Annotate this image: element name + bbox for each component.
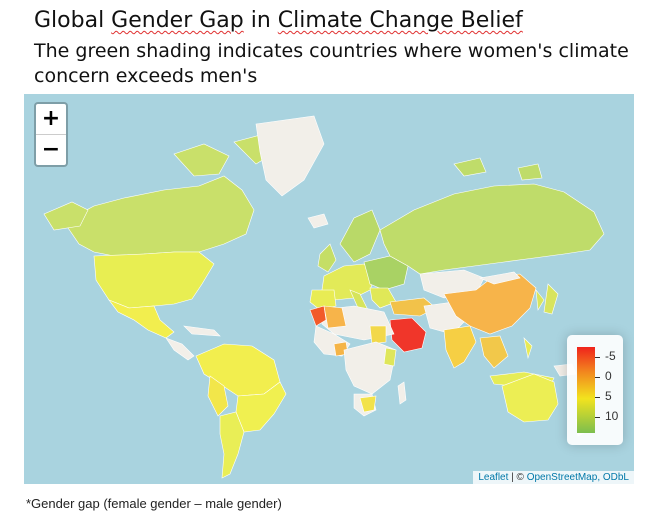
central-america xyxy=(165,337,195,361)
canada-region xyxy=(63,175,255,257)
footnote: *Gender gap (female gender – male gender… xyxy=(26,496,282,511)
odbl-link[interactable]: , ODbL xyxy=(597,472,629,483)
ethiopia-region xyxy=(369,325,387,345)
color-legend: -5 0 5 10 xyxy=(567,335,623,445)
title-part: Gender Gap xyxy=(111,8,244,33)
kenya-region xyxy=(383,347,397,367)
algeria-region xyxy=(323,305,347,329)
legend-tick-label: -5 xyxy=(605,349,616,363)
chart-title: Global Gender Gap in Climate Change Beli… xyxy=(34,8,523,33)
legend-tick-mark xyxy=(595,417,600,418)
madagascar-region xyxy=(397,381,407,405)
alaska-region xyxy=(43,201,89,231)
peru-region xyxy=(207,375,229,417)
map-container[interactable]: + − -5 0 5 10 Leaflet | © OpenStreetMap,… xyxy=(24,94,634,484)
usa-region xyxy=(93,251,215,309)
india-region xyxy=(443,325,477,369)
caribbean xyxy=(183,325,221,337)
scandinavia-region xyxy=(339,209,381,263)
leaflet-link[interactable]: Leaflet xyxy=(478,472,509,483)
south-africa-region xyxy=(359,395,377,413)
zoom-control: + − xyxy=(34,102,68,167)
chart-subtitle: The green shading indicates countries wh… xyxy=(34,40,629,87)
legend-tick-label: 10 xyxy=(605,409,619,423)
saudi-region xyxy=(389,317,427,353)
legend-tick-mark xyxy=(595,377,600,378)
zoom-out-button[interactable]: − xyxy=(36,134,66,165)
southeast-asia xyxy=(479,335,509,369)
osm-link[interactable]: OpenStreetMap xyxy=(526,472,598,483)
attribution-separator: | © xyxy=(508,472,527,483)
australia-region xyxy=(501,373,559,423)
korea-japan xyxy=(535,283,559,315)
central-africa xyxy=(343,341,397,395)
legend-tick-label: 0 xyxy=(605,369,612,383)
legend-tick-mark xyxy=(595,357,600,358)
title-part: Global xyxy=(34,8,112,33)
map-attribution: Leaflet | © OpenStreetMap, ODbL xyxy=(473,471,634,484)
title-part: Climate Change Belief xyxy=(277,8,523,33)
world-map[interactable] xyxy=(24,94,634,484)
philippines-region xyxy=(523,337,533,360)
legend-tick-mark xyxy=(595,397,600,398)
greenland-region xyxy=(255,115,325,197)
iceland-region xyxy=(307,213,329,229)
morocco-region xyxy=(309,305,327,327)
russia-region xyxy=(379,183,605,275)
legend-gradient xyxy=(577,347,595,433)
zoom-in-button[interactable]: + xyxy=(41,106,61,131)
uk-region xyxy=(317,243,337,273)
title-part: in xyxy=(243,8,278,33)
legend-tick-label: 5 xyxy=(605,389,612,403)
southern-cone xyxy=(219,411,245,479)
balkans-region xyxy=(369,287,397,309)
mongolia-region xyxy=(478,271,521,285)
mexico-region xyxy=(108,299,175,339)
north-islands xyxy=(453,157,543,181)
